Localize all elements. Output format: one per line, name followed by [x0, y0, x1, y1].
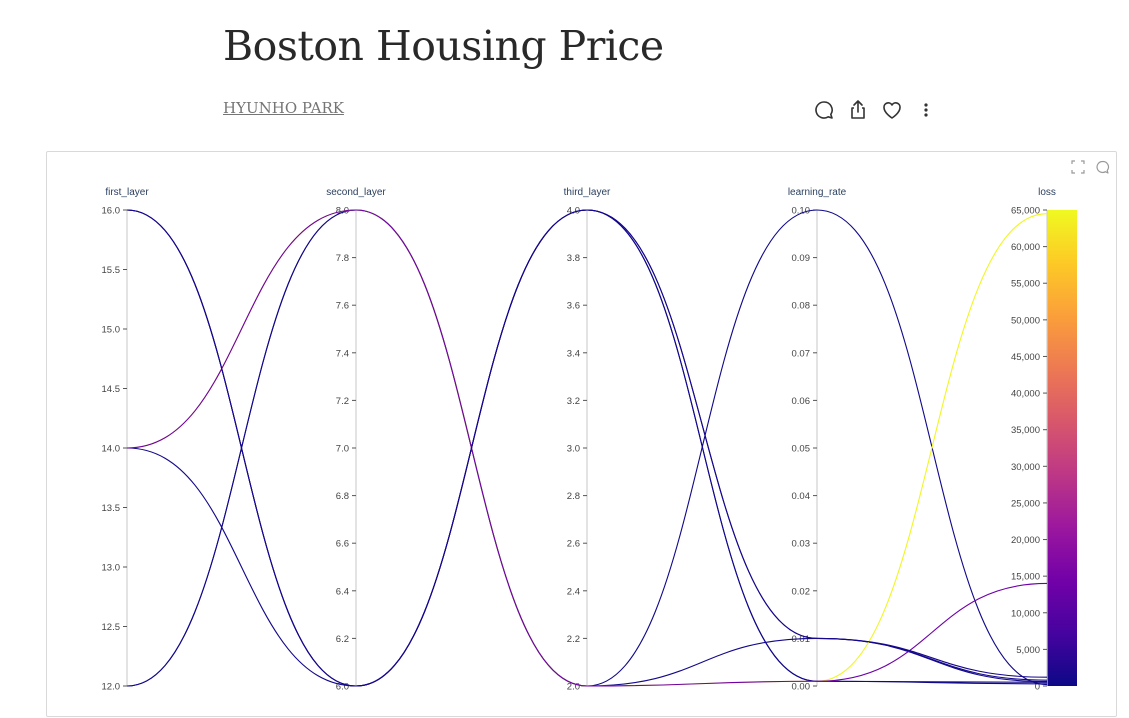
tick-label: 0.05: [792, 444, 811, 455]
tick-label: 40,000: [1011, 389, 1040, 400]
tick-label: 0.00: [792, 682, 811, 693]
tick-label: 7.8: [336, 253, 349, 264]
tick-label: 7.4: [336, 348, 349, 359]
tick-label: 15.5: [102, 265, 121, 276]
tick-label: 2.2: [567, 634, 580, 645]
tick-label: 10,000: [1011, 608, 1040, 619]
fullscreen-icon[interactable]: [1070, 159, 1086, 175]
tick-label: 0.03: [792, 539, 811, 550]
tick-label: 2.8: [567, 491, 580, 502]
tick-label: 16.0: [102, 206, 121, 217]
tick-label: 7.6: [336, 301, 349, 312]
tick-label: 12.0: [102, 682, 121, 693]
tick-label: 4.0: [567, 206, 580, 217]
colorbar: [1047, 210, 1077, 686]
axis-title: third_layer: [564, 187, 611, 198]
tick-label: 0.08: [792, 301, 811, 312]
axis-third_layer[interactable]: third_layer 2.0 2.2 2.4 2.6 2.8 3.0 3.2 3.4 3.6 3.…: [564, 187, 611, 693]
page-title: Boston Housing Price: [223, 22, 664, 70]
axis-second_layer[interactable]: second_layer 6.0 6.2 6.4 6.6 6.8 7.0 7.2 7.4 7.6 7…: [326, 187, 386, 693]
tick-label: 0.10: [792, 206, 811, 217]
more-icon[interactable]: [914, 98, 938, 122]
tick-label: 45,000: [1011, 352, 1040, 363]
tick-label: 3.8: [567, 253, 580, 264]
tick-label: 0.04: [792, 491, 811, 502]
axis-first_layer[interactable]: first_layer 12.0 12.5 13.0 13.5 14.0 14.5 15.0 1…: [102, 187, 150, 693]
tick-label: 30,000: [1011, 462, 1040, 473]
chart-panel: first_layer 12.0 12.5 13.0 13.5 14.0 14.5 15.0 1…: [46, 151, 1117, 717]
axis-title: first_layer: [105, 187, 149, 198]
tick-label: 60,000: [1011, 242, 1040, 253]
tick-label: 35,000: [1011, 425, 1040, 436]
parallel-coordinates-chart[interactable]: first_layer 12.0 12.5 13.0 13.5 14.0 14.5 15.0 1…: [47, 152, 1118, 718]
panel-tools: [1070, 159, 1110, 175]
tick-label: 0.02: [792, 586, 811, 597]
tick-label: 14.5: [102, 384, 121, 395]
tick-label: 6.2: [336, 634, 349, 645]
axis-loss[interactable]: loss 0 5,000 10,000 15,000 20,000 25,000 30,000…: [1011, 187, 1056, 693]
tick-label: 13.5: [102, 503, 121, 514]
share-icon[interactable]: [846, 98, 870, 122]
tick-label: 12.5: [102, 622, 121, 633]
tick-label: 7.2: [336, 396, 349, 407]
tick-label: 6.0: [336, 682, 349, 693]
tick-label: 55,000: [1011, 279, 1040, 290]
polylines: [126, 209, 1048, 687]
tick-label: 15,000: [1011, 572, 1040, 583]
tick-label: 0: [1035, 682, 1040, 693]
tick-label: 6.8: [336, 491, 349, 502]
tick-label: 0.07: [792, 348, 811, 359]
tick-label: 2.6: [567, 539, 580, 550]
tick-label: 3.4: [567, 348, 580, 359]
tick-label: 25,000: [1011, 498, 1040, 509]
article-actions: [812, 97, 938, 123]
tick-label: 6.4: [336, 586, 349, 597]
tick-label: 3.6: [567, 301, 580, 312]
tick-label: 14.0: [102, 444, 121, 455]
tick-label: 50,000: [1011, 315, 1040, 326]
tick-label: 15.0: [102, 325, 121, 336]
tick-label: 13.0: [102, 563, 121, 574]
heart-icon[interactable]: [880, 98, 904, 122]
data-line: [126, 209, 1048, 687]
tick-label: 2.4: [567, 586, 580, 597]
data-line: [126, 209, 1048, 687]
comment-icon[interactable]: [1094, 159, 1110, 175]
tick-label: 65,000: [1011, 206, 1040, 217]
tick-label: 3.2: [567, 396, 580, 407]
comment-icon[interactable]: [812, 98, 836, 122]
tick-label: 0.09: [792, 253, 811, 264]
tick-label: 0.06: [792, 396, 811, 407]
axis-title: second_layer: [326, 187, 386, 198]
axis-learning_rate[interactable]: learning_rate 0.00 0.01 0.02 0.03 0.04 0.05 0.0…: [788, 187, 847, 693]
axis-title: loss: [1038, 187, 1056, 198]
tick-label: 3.0: [567, 444, 580, 455]
author-link[interactable]: HYUNHO PARK: [223, 99, 344, 117]
tick-label: 5,000: [1016, 645, 1040, 656]
tick-label: 0.01: [792, 634, 811, 645]
tick-label: 2.0: [567, 682, 580, 693]
axis-title: learning_rate: [788, 187, 847, 198]
tick-label: 20,000: [1011, 535, 1040, 546]
tick-label: 6.6: [336, 539, 349, 550]
tick-label: 7.0: [336, 444, 349, 455]
